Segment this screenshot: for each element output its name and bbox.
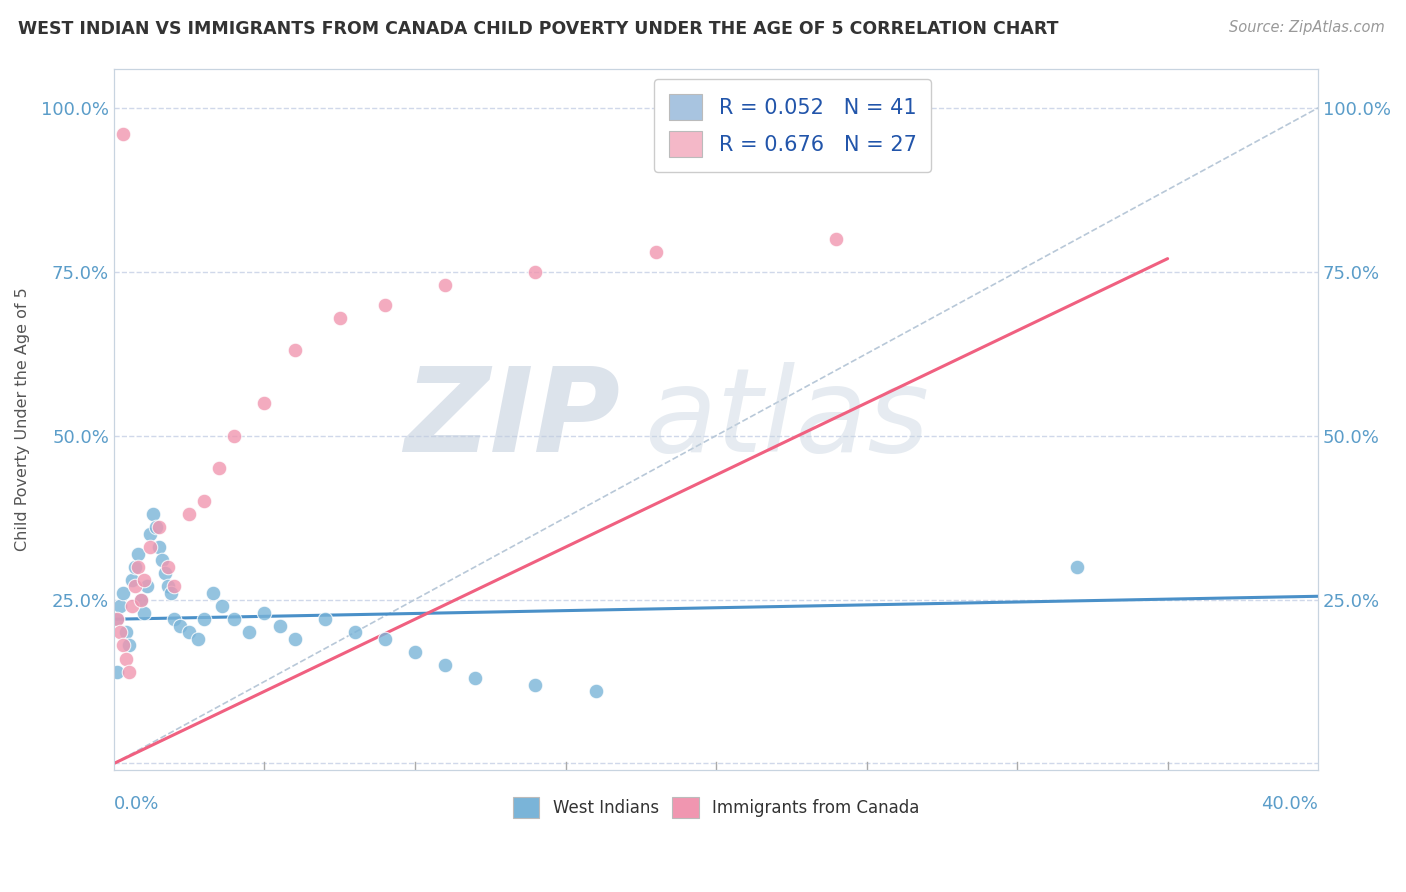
Point	[150, 553, 173, 567]
Point	[142, 508, 165, 522]
Text: WEST INDIAN VS IMMIGRANTS FROM CANADA CHILD POVERTY UNDER THE AGE OF 5 CORRELATI: WEST INDIAN VS IMMIGRANTS FROM CANADA CH…	[18, 20, 1059, 37]
Point	[179, 508, 201, 522]
Point	[124, 559, 146, 574]
Point	[343, 625, 366, 640]
Point	[825, 232, 848, 246]
Point	[163, 579, 186, 593]
Point	[108, 599, 131, 613]
Point	[193, 494, 215, 508]
Point	[160, 586, 183, 600]
Point	[374, 297, 396, 311]
Point	[105, 612, 128, 626]
Point	[208, 461, 231, 475]
Point	[329, 310, 352, 325]
Point	[157, 579, 180, 593]
Point	[284, 632, 307, 646]
Point	[118, 639, 141, 653]
Y-axis label: Child Poverty Under the Age of 5: Child Poverty Under the Age of 5	[15, 287, 30, 551]
Point	[129, 592, 152, 607]
Point	[145, 520, 167, 534]
Point	[169, 619, 191, 633]
Point	[148, 540, 170, 554]
Point	[1066, 559, 1088, 574]
Point	[124, 579, 146, 593]
Point	[111, 127, 134, 141]
Point	[148, 520, 170, 534]
Point	[139, 527, 162, 541]
Point	[105, 612, 128, 626]
Point	[127, 559, 149, 574]
Point	[121, 599, 143, 613]
Point	[585, 684, 607, 698]
Point	[187, 632, 209, 646]
Point	[374, 632, 396, 646]
Point	[179, 625, 201, 640]
Point	[193, 612, 215, 626]
Point	[211, 599, 233, 613]
Point	[238, 625, 260, 640]
Point	[224, 428, 246, 442]
Point	[121, 573, 143, 587]
Point	[132, 573, 155, 587]
Point	[115, 651, 138, 665]
Point	[524, 265, 547, 279]
Point	[129, 592, 152, 607]
Point	[253, 396, 276, 410]
Point	[524, 678, 547, 692]
Point	[108, 625, 131, 640]
Text: ZIP: ZIP	[404, 362, 620, 476]
Point	[644, 245, 666, 260]
Text: Source: ZipAtlas.com: Source: ZipAtlas.com	[1229, 20, 1385, 35]
Point	[111, 639, 134, 653]
Point	[464, 671, 486, 685]
Point	[127, 547, 149, 561]
Text: atlas: atlas	[644, 362, 929, 476]
Point	[284, 343, 307, 358]
Point	[136, 579, 159, 593]
Legend: West Indians, Immigrants from Canada: West Indians, Immigrants from Canada	[506, 790, 927, 825]
Point	[224, 612, 246, 626]
Text: 0.0%: 0.0%	[114, 795, 159, 813]
Point	[139, 540, 162, 554]
Point	[115, 625, 138, 640]
Point	[253, 606, 276, 620]
Point	[118, 665, 141, 679]
Point	[314, 612, 336, 626]
Point	[132, 606, 155, 620]
Point	[202, 586, 225, 600]
Point	[111, 586, 134, 600]
Point	[157, 559, 180, 574]
Point	[269, 619, 291, 633]
Point	[153, 566, 176, 581]
Point	[404, 645, 426, 659]
Point	[434, 658, 457, 673]
Point	[105, 665, 128, 679]
Point	[434, 277, 457, 292]
Text: 40.0%: 40.0%	[1261, 795, 1319, 813]
Point	[163, 612, 186, 626]
